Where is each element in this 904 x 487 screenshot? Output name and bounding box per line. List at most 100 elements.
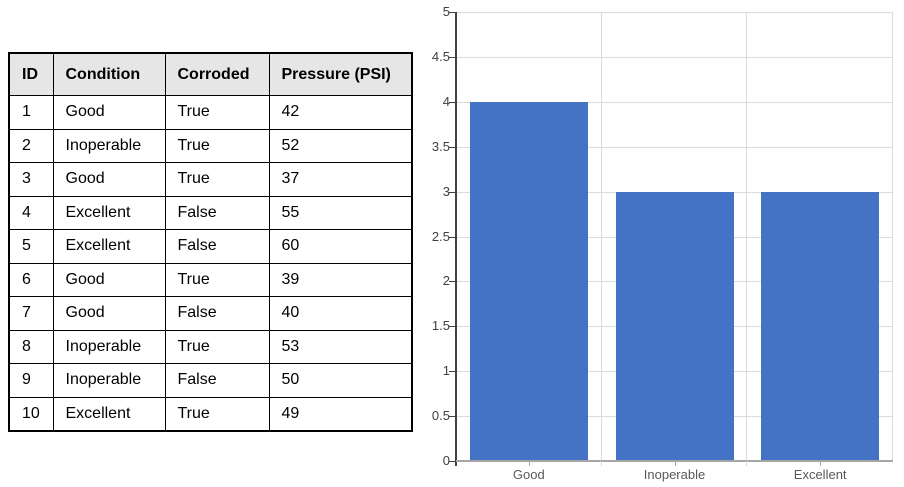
x-axis-tick (528, 461, 530, 466)
table-cell: True (164, 128, 270, 163)
table-header-row: ID Condition Corroded Pressure (PSI) (8, 52, 413, 96)
x-axis-boundary-tick (600, 461, 602, 466)
table-cell: 40 (268, 296, 413, 331)
table-row: 8 Inoperable True 53 (8, 329, 413, 364)
y-tick-label: 0.5 (431, 408, 450, 424)
table-cell: 52 (268, 128, 413, 163)
chart-plot-area (449, 12, 893, 466)
table-row: 3 Good True 37 (8, 162, 413, 197)
table-cell: Inoperable (52, 128, 166, 163)
x-axis-tick (820, 461, 822, 466)
table-row: 10 Excellent True 49 (8, 396, 413, 432)
table-cell: Excellent (52, 229, 166, 264)
x-axis-boundary-tick (746, 461, 748, 466)
table-cell: 55 (268, 195, 413, 230)
horizontal-gridline (456, 12, 893, 13)
pipe-data-table: ID Condition Corroded Pressure (PSI) 1 Good T… (8, 52, 413, 432)
y-axis-tick (449, 281, 455, 283)
table-cell: 4 (8, 195, 54, 230)
table-cell: False (164, 363, 270, 398)
table-cell: 42 (268, 95, 413, 130)
y-tick-label: 4.5 (431, 48, 450, 64)
table-cell: 2 (8, 128, 54, 163)
y-tick-label: 1.5 (431, 318, 450, 334)
horizontal-gridline (456, 101, 893, 103)
x-category-label: Good (512, 467, 545, 482)
y-tick-label: 1 (442, 363, 450, 379)
x-axis-tick (674, 461, 676, 466)
table-cell: Good (52, 296, 166, 331)
y-axis-tick (449, 326, 455, 328)
horizontal-gridline (456, 146, 893, 148)
table-cell: Good (52, 262, 166, 297)
table-cell: 53 (268, 329, 413, 364)
y-tick-label: 2 (442, 273, 450, 289)
table-cell: 49 (268, 396, 413, 432)
y-tick-label: 3 (442, 183, 450, 199)
condition-bar-chart: 5 4.5 4 3.5 3 2.5 2 1.5 1 0.5 0 Good Inoperable Exce… (420, 0, 904, 487)
table-cell: Excellent (52, 195, 166, 230)
table-cell: Excellent (52, 396, 166, 432)
table-cell: True (164, 262, 270, 297)
table-row: 6 Good True 39 (8, 262, 413, 297)
horizontal-gridline (456, 56, 893, 58)
table-cell: 50 (268, 363, 413, 398)
vertical-gridline (600, 12, 602, 461)
y-tick-label: 2.5 (431, 228, 450, 244)
vertical-gridline (746, 12, 748, 461)
table-cell: 3 (8, 162, 54, 197)
bar-inoperable (615, 191, 734, 461)
y-tick-label: 3.5 (431, 138, 450, 154)
table-cell: False (164, 195, 270, 230)
table-cell: True (164, 396, 270, 432)
x-category-label: Excellent (793, 467, 847, 482)
table-cell: 60 (268, 229, 413, 264)
table-row: 2 Inoperable True 52 (8, 128, 413, 163)
y-axis-tick (449, 101, 455, 103)
y-axis-tick (449, 461, 455, 462)
table-cell: Good (52, 95, 166, 130)
y-axis-tick (449, 56, 455, 58)
table-row: 9 Inoperable False 50 (8, 363, 413, 398)
bar-good (469, 101, 588, 461)
table-cell: 1 (8, 95, 54, 130)
table-cell: Inoperable (52, 363, 166, 398)
table-cell: True (164, 329, 270, 364)
column-header: ID (8, 52, 54, 96)
table-cell: Good (52, 162, 166, 197)
table-cell: 39 (268, 262, 413, 297)
y-tick-label: 5 (442, 4, 450, 19)
x-category-label: Inoperable (643, 467, 706, 482)
table-cell: True (164, 95, 270, 130)
table-row: 1 Good True 42 (8, 95, 413, 130)
table-cell: 10 (8, 396, 54, 432)
table-cell: 9 (8, 363, 54, 398)
table-cell: 7 (8, 296, 54, 331)
y-tick-label: 4 (442, 93, 450, 109)
y-axis-tick (449, 191, 455, 193)
table-cell: False (164, 229, 270, 264)
table-cell: 8 (8, 329, 54, 364)
table-cell: True (164, 162, 270, 197)
y-axis-tick (449, 371, 455, 373)
table-cell: Inoperable (52, 329, 166, 364)
bar-excellent (761, 191, 880, 461)
y-axis-tick (449, 236, 455, 238)
table-row: 7 Good False 40 (8, 296, 413, 331)
y-axis-line (455, 12, 457, 466)
y-axis-tick (449, 416, 455, 418)
table-cell: 37 (268, 162, 413, 197)
column-header: Condition (52, 52, 166, 96)
y-axis-tick (449, 12, 455, 13)
table-row: 4 Excellent False 55 (8, 195, 413, 230)
table-cell: 5 (8, 229, 54, 264)
y-axis-tick (449, 146, 455, 148)
table-cell: 6 (8, 262, 54, 297)
x-axis-line (456, 460, 893, 462)
column-header: Corroded (164, 52, 270, 96)
table-cell: False (164, 296, 270, 331)
y-tick-label: 0 (442, 453, 450, 468)
column-header: Pressure (PSI) (268, 52, 413, 96)
table-row: 5 Excellent False 60 (8, 229, 413, 264)
